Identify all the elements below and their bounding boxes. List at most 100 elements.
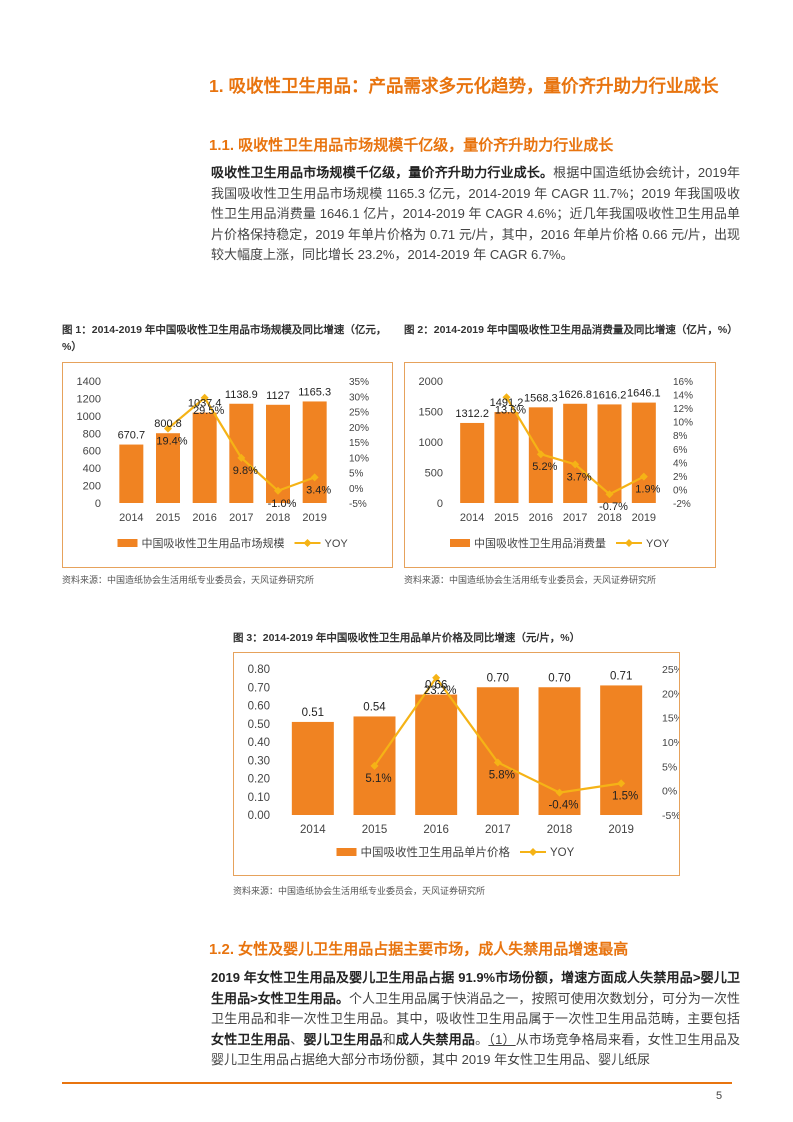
bar [476, 687, 519, 815]
x-tick-label: 2015 [156, 512, 180, 524]
yoy-value-label: 19.4% [156, 436, 187, 448]
subsection-heading-2: 1.2. 女性及婴儿卫生用品占据主要市场，成人失禁用品增速最高 [209, 941, 629, 958]
y2-tick-label: -5% [349, 499, 367, 510]
y2-tick-label: 25% [662, 664, 679, 676]
y-tick-label: 0 [437, 498, 443, 510]
yoy-marker [502, 393, 511, 402]
y2-tick-label: 0% [673, 485, 688, 496]
yoy-value-label: -1.0% [268, 498, 297, 510]
bar [119, 444, 144, 503]
chart-1-svg: 0 200 400 600 800 1000 1200 1400 -5% 0% 5% 10% 15% 20… [77, 376, 370, 550]
y2-tick-label: 30% [349, 392, 369, 403]
yoy-value-label: 23.2% [424, 685, 457, 697]
x-tick-label: 2017 [563, 512, 587, 524]
y-tick-label: 0 [95, 498, 101, 510]
yoy-value-label: 5.1% [365, 773, 391, 785]
bar [156, 433, 180, 503]
yoy-marker [493, 758, 502, 767]
yoy-marker [605, 490, 614, 499]
legend-label-line: YOY [550, 847, 575, 859]
y2-tick-label: 6% [673, 445, 688, 456]
paragraph-2-lead: 2019 年女性卫生用品及婴儿卫生用品占据 91.9%市场份额，增速方面成人失禁… [211, 970, 740, 1006]
y2-tick-label: 10% [673, 418, 693, 429]
y-tick-label: 1000 [77, 411, 101, 423]
y-tick-label: 500 [425, 468, 443, 480]
bar-value-label: 0.66 [425, 680, 447, 692]
yoy-marker [639, 472, 648, 481]
y2-tick-label: 14% [673, 391, 693, 402]
paragraph-1: 吸收性卫生用品市场规模千亿级，量价齐升助力行业成长。根据中国造纸协会统计，201… [211, 163, 740, 266]
y-tick-label: 200 [83, 481, 101, 493]
x-tick-label: 2017 [485, 824, 511, 836]
legend-label-bar: 中国吸收性卫生用品市场规模 [142, 536, 285, 550]
yoy-value-label: 1.5% [612, 790, 638, 802]
paragraph-2-enum: （1） [488, 1031, 516, 1047]
y-tick-label: 400 [83, 463, 101, 475]
figure-2-source: 资料来源：中国造纸协会生活用纸专业委员会，天风证券研究所 [404, 575, 657, 585]
y2-tick-label: 0% [662, 786, 677, 798]
bar-value-label: 1165.3 [298, 386, 331, 398]
x-tick-label: 2014 [119, 512, 143, 524]
x-tick-label: 2014 [460, 512, 484, 524]
bar [291, 721, 334, 815]
yoy-marker [536, 450, 545, 459]
x-tick-label: 2019 [608, 824, 634, 836]
y-tick-label: 0.80 [248, 664, 270, 676]
figure-2-caption: 图 2：2014-2019 年中国吸收性卫生用品消费量及同比增速（亿片，%） [404, 324, 738, 336]
y-tick-label: 1000 [419, 437, 443, 449]
y-tick-label: 0.30 [248, 755, 270, 767]
bar-value-label: 1626.8 [558, 389, 592, 401]
bar-value-label: 1138.9 [225, 389, 258, 401]
y-tick-label: 0.40 [248, 737, 270, 749]
x-tick-label: 2018 [597, 512, 621, 524]
y2-tick-label: 2% [673, 472, 688, 483]
y2-tick-label: 12% [673, 404, 693, 415]
legend-swatch-marker [529, 848, 537, 856]
paragraph-2: 2019 年女性卫生用品及婴儿卫生用品占据 91.9%市场份额，增速方面成人失禁… [211, 968, 740, 1071]
yoy-value-label: 3.4% [306, 484, 331, 496]
bar [600, 685, 643, 815]
y2-tick-label: 20% [349, 423, 369, 434]
x-tick-label: 2018 [266, 512, 290, 524]
yoy-marker [164, 424, 172, 433]
yoy-value-label: -0.4% [548, 800, 578, 812]
legend-swatch-bar [450, 539, 470, 547]
legend-label-bar: 中国吸收性卫生用品消费量 [474, 536, 606, 550]
y2-tick-label: 15% [349, 438, 369, 449]
x-tick-label: 2015 [362, 824, 388, 836]
yoy-marker [200, 393, 209, 402]
paragraph-1-body: 根据中国造纸协会统计，2019年我国吸收性卫生用品市场规模 1165.3 亿元，… [211, 165, 740, 262]
x-tick-label: 2016 [192, 512, 216, 524]
y-tick-label: 2000 [419, 376, 443, 388]
yoy-value-label: 1.9% [635, 484, 660, 496]
figure-1-chart: 0 200 400 600 800 1000 1200 1400 -5% 0% 5% 10% 15% 20… [62, 362, 393, 568]
x-tick-label: 2017 [229, 512, 253, 524]
legend-swatch-bar [117, 539, 138, 547]
bar-value-label: 1037.4 [188, 398, 222, 410]
y2-tick-label: 5% [662, 761, 677, 773]
bar [192, 412, 217, 503]
subsection-heading-1: 1.1. 吸收性卫生用品市场规模千亿级，量价齐升助力行业成长 [209, 137, 614, 154]
bar-value-label: 0.70 [548, 672, 570, 684]
bar-value-label: 670.7 [118, 430, 146, 442]
bar-value-label: 1127 [266, 390, 290, 402]
paragraph-1-lead: 吸收性卫生用品市场规模千亿级，量价齐升助力行业成长。 [211, 165, 554, 180]
y2-tick-label: 10% [349, 453, 369, 464]
footer-rule [62, 1082, 732, 1084]
yoy-marker [310, 473, 319, 482]
y-tick-label: 0.10 [248, 792, 270, 804]
y2-tick-label: 15% [662, 713, 679, 725]
y2-tick-label: 5% [349, 469, 364, 480]
y2-tick-label: 35% [349, 377, 369, 388]
legend-swatch-bar [336, 848, 357, 856]
yoy-value-label: 9.8% [233, 465, 258, 477]
y2-tick-label: 8% [673, 431, 688, 442]
y-tick-label: 0.50 [248, 719, 270, 731]
y2-tick-label: 16% [673, 377, 693, 388]
bar-value-label: 0.71 [610, 670, 632, 682]
term-female: 女性卫生用品 [211, 1031, 291, 1047]
figure-1-caption: 图 1：2014-2019 年中国吸收性卫生用品市场规模及同比增速（亿元，%） [62, 324, 387, 353]
y-tick-label: 600 [83, 446, 101, 458]
yoy-marker [571, 460, 580, 469]
bar-value-label: 1616.2 [593, 389, 627, 401]
